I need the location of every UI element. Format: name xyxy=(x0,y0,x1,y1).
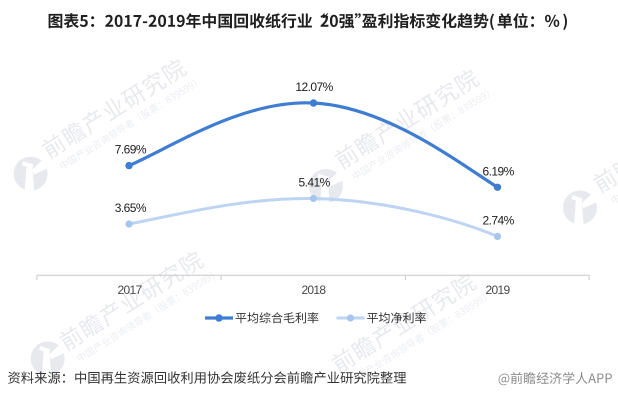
svg-text:2017: 2017 xyxy=(118,283,143,297)
svg-text:12.07%: 12.07% xyxy=(295,80,333,94)
svg-text:2019: 2019 xyxy=(486,283,511,297)
svg-text:3.65%: 3.65% xyxy=(115,201,147,215)
svg-text:2018: 2018 xyxy=(301,283,326,297)
svg-text:5.41%: 5.41% xyxy=(298,176,330,190)
svg-text:7.69%: 7.69% xyxy=(115,143,147,157)
svg-text:6.19%: 6.19% xyxy=(482,164,514,178)
svg-text:2.74%: 2.74% xyxy=(482,214,514,228)
